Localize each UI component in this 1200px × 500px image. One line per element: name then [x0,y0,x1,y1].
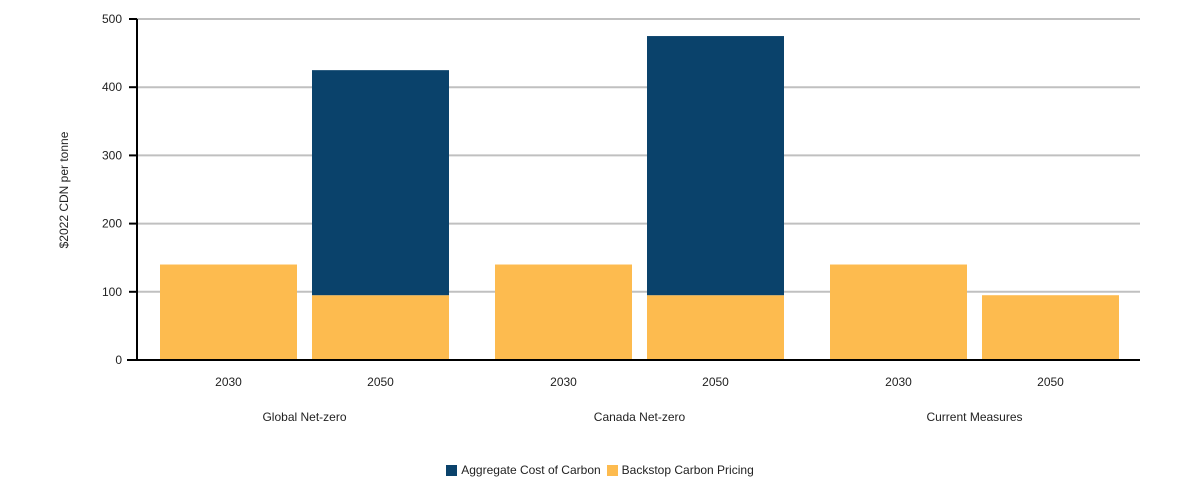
legend-swatch-backstop-pricing [606,464,618,476]
group-label: Canada Net-zero [594,410,686,424]
legend-swatch-aggregate-cost [446,464,458,476]
y-tick-label: 100 [102,285,122,299]
y-axis-title: $2022 CDN per tonne [57,131,71,248]
bar-aggregate-cost-of-carbon-canada-net-zero-2050 [647,36,784,296]
legend-label-aggregate-cost: Aggregate Cost of Carbon [461,463,601,477]
bars [160,36,1119,360]
bar-backstop-carbon-pricing-global-net-zero-2050 [312,295,449,360]
group-label: Global Net-zero [262,410,346,424]
x-tick-label: 2030 [885,375,912,389]
x-tick-label: 2030 [215,375,242,389]
y-tick-label: 200 [102,217,122,231]
legend-item-backstop-pricing: Backstop Carbon Pricing [606,463,754,477]
legend-label-backstop-pricing: Backstop Carbon Pricing [621,463,754,477]
x-tick-label: 2050 [367,375,394,389]
y-tick-labels: 0 100 200 300 400 500 [102,12,122,367]
group-labels: Global Net-zero Canada Net-zero Current Me… [262,410,1022,424]
legend-item-aggregate-cost: Aggregate Cost of Carbon [446,463,601,477]
x-tick-label: 2050 [1037,375,1064,389]
axes [127,18,1140,361]
y-tick-label: 500 [102,12,122,26]
gridlines [137,18,1140,293]
bar-backstop-carbon-pricing-current-measures-2030 [830,264,967,360]
x-tick-label: 2050 [702,375,729,389]
bar-backstop-carbon-pricing-canada-net-zero-2050 [647,295,784,360]
y-tick-label: 400 [102,80,122,94]
bar-backstop-carbon-pricing-current-measures-2050 [982,295,1119,360]
y-tick-label: 300 [102,148,122,162]
bar-aggregate-cost-of-carbon-global-net-zero-2050 [312,70,449,296]
y-tick-label: 0 [115,353,122,367]
x-tick-labels: 2030 2050 2030 2050 2030 2050 [215,375,1064,389]
bar-backstop-carbon-pricing-canada-net-zero-2030 [495,264,632,360]
legend: Aggregate Cost of Carbon Backstop Carbon… [0,463,1200,477]
chart: 0 100 200 300 400 500 2030 2050 2030 2050 2030 205… [57,12,1140,424]
group-label: Current Measures [926,410,1022,424]
x-tick-label: 2030 [550,375,577,389]
bar-backstop-carbon-pricing-global-net-zero-2030 [160,264,297,360]
